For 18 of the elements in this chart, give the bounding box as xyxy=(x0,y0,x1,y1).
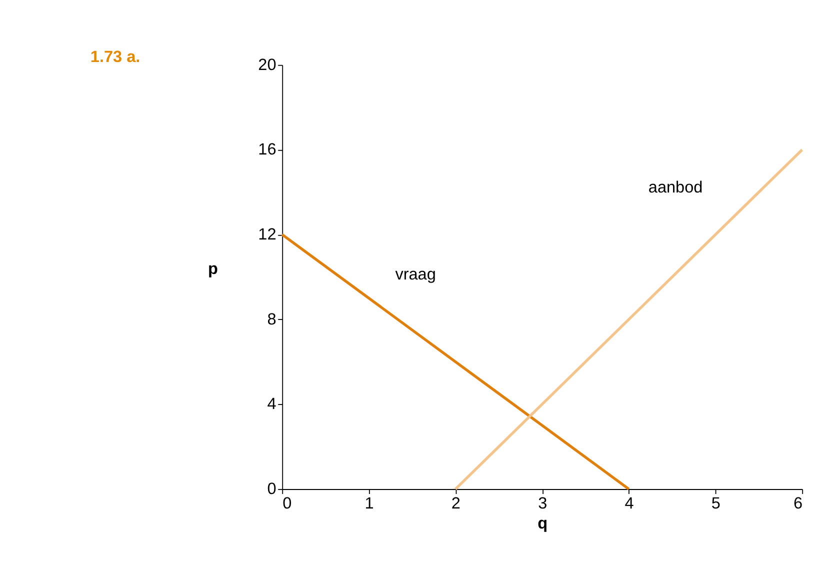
y-tick-label: 0 xyxy=(267,480,276,498)
y-tick-label: 20 xyxy=(258,56,276,74)
x-tick-label: 1 xyxy=(364,494,374,512)
x-tick-label: 3 xyxy=(538,494,548,512)
x-tick-label: 0 xyxy=(282,494,292,512)
x-tick-label: 5 xyxy=(711,494,720,512)
y-tick-label: 16 xyxy=(258,140,276,159)
y-tick-label: 12 xyxy=(258,226,276,244)
y-tick-label: 4 xyxy=(267,395,276,414)
series-label: vraag xyxy=(395,265,436,284)
text: aanbod xyxy=(648,178,703,197)
x-tick-label: 4 xyxy=(624,494,634,512)
x-axis-title: q xyxy=(538,514,548,532)
x-tick-label: 2 xyxy=(451,494,460,512)
y-tick-label: 8 xyxy=(267,310,276,328)
x-tick-label: 6 xyxy=(794,494,803,512)
y-axis-title: p xyxy=(208,260,218,278)
text: 1.73 a. xyxy=(90,48,140,66)
